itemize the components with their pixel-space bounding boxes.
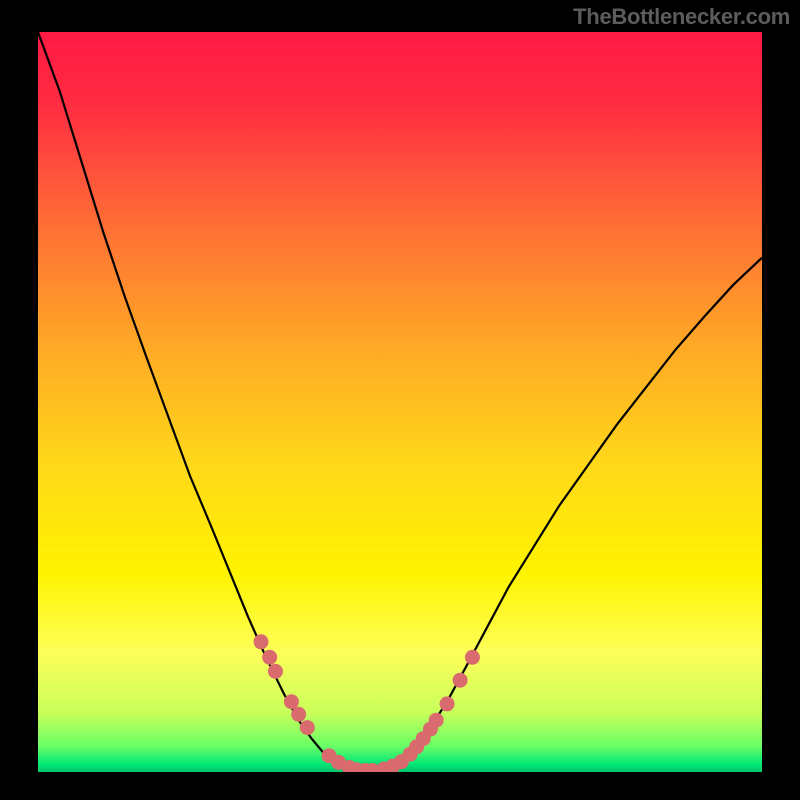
gradient-background bbox=[38, 32, 762, 772]
data-marker bbox=[465, 650, 480, 665]
data-marker bbox=[453, 673, 468, 688]
data-marker bbox=[440, 696, 455, 711]
watermark-text: TheBottlenecker.com bbox=[573, 4, 790, 30]
data-marker bbox=[429, 713, 444, 728]
plot-area bbox=[38, 32, 762, 772]
plot-svg bbox=[38, 32, 762, 772]
data-marker bbox=[284, 694, 299, 709]
chart-frame: TheBottlenecker.com bbox=[0, 0, 800, 800]
data-marker bbox=[268, 664, 283, 679]
data-marker bbox=[291, 707, 306, 722]
data-marker bbox=[300, 720, 315, 735]
data-marker bbox=[262, 650, 277, 665]
data-marker bbox=[253, 634, 268, 649]
